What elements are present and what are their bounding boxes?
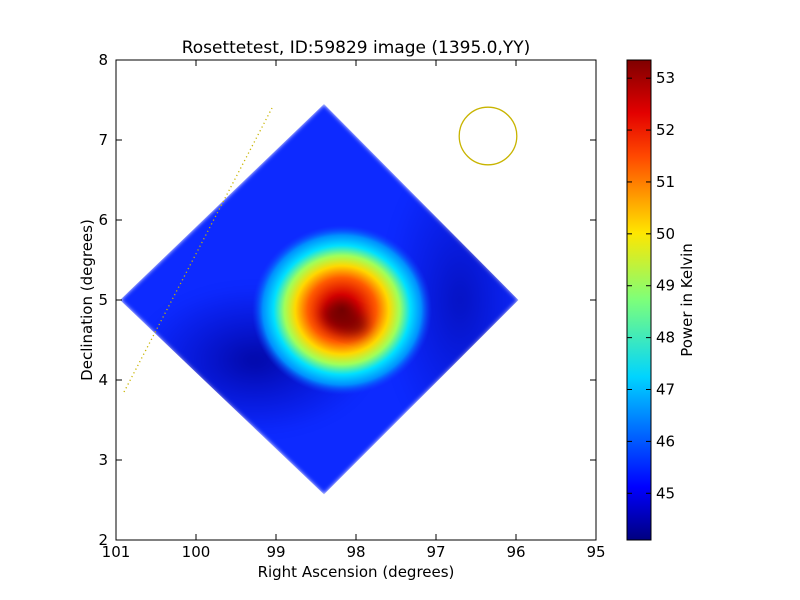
x-axis-label: Right Ascension (degrees) <box>258 563 455 581</box>
colorbar-tick-label: 51 <box>656 173 675 191</box>
colorbar-tick-label: 48 <box>656 329 675 347</box>
x-tick-label: 97 <box>426 543 445 561</box>
colorbar-tick-label: 49 <box>656 277 675 295</box>
y-tick-label: 4 <box>98 371 108 389</box>
chart-title: Rosettetest, ID:59829 image (1395.0,YY) <box>182 38 531 58</box>
colorbar-frame <box>626 59 652 541</box>
y-tick-label: 5 <box>98 291 108 309</box>
colorbar-label: Power in Kelvin <box>678 243 696 357</box>
y-tick-label: 6 <box>98 211 108 229</box>
heatmap-peak <box>321 304 369 336</box>
y-axis-label: Declination (degrees) <box>78 219 96 381</box>
x-tick-label: 98 <box>346 543 365 561</box>
y-tick-label: 3 <box>98 451 108 469</box>
colorbar-tick-label: 46 <box>656 432 675 450</box>
colorbar-tick-label: 53 <box>656 69 675 87</box>
colorbar-gradient <box>627 60 651 540</box>
x-axis: 101 100 99 98 97 96 95 <box>102 60 606 561</box>
x-tick-label: 95 <box>586 543 605 561</box>
colorbar-tick-label: 45 <box>656 484 675 502</box>
y-tick-label: 2 <box>98 531 108 549</box>
beam-circle-overlay <box>458 106 518 166</box>
y-tick-label: 8 <box>98 51 108 69</box>
x-tick-label: 101 <box>102 543 131 561</box>
colorbar-ticks: 45 46 47 48 49 50 51 52 53 <box>627 69 675 502</box>
colorbar-tick-label: 52 <box>656 121 675 139</box>
y-axis: 2 3 4 5 6 7 8 <box>98 51 596 549</box>
x-tick-label: 96 <box>506 543 525 561</box>
x-tick-label: 99 <box>266 543 285 561</box>
dotted-line-overlay <box>123 107 273 393</box>
x-tick-label: 100 <box>182 543 211 561</box>
colorbar-tick-label: 50 <box>656 225 675 243</box>
colorbar-tick-label: 47 <box>656 381 675 399</box>
plot-area: 101 100 99 98 97 96 95 2 3 4 5 6 7 8 <box>98 51 605 561</box>
y-tick-label: 7 <box>98 131 108 149</box>
colorbar: 45 46 47 48 49 50 51 52 53 Power in Kelvin <box>626 59 696 541</box>
